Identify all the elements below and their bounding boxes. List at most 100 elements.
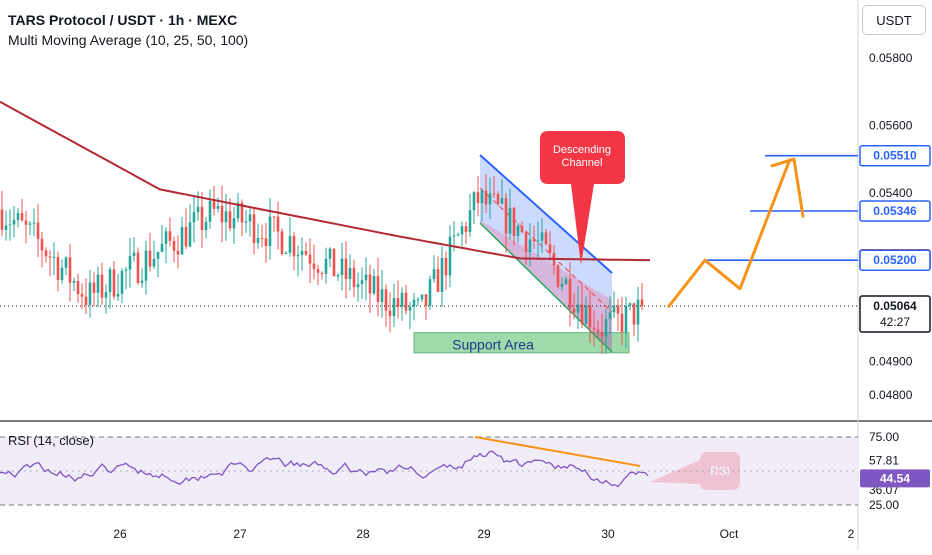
- candle-body: [584, 305, 588, 324]
- candle-body: [56, 256, 60, 280]
- candle-body: [560, 283, 564, 287]
- candle-body: [392, 298, 396, 317]
- candle-body: [588, 305, 592, 328]
- rsi-title: RSI (14, close): [8, 433, 94, 448]
- candle-body: [496, 194, 500, 204]
- candle-body: [624, 305, 628, 333]
- candle-body: [320, 272, 324, 274]
- candle-body: [204, 221, 208, 231]
- candle-body: [100, 274, 104, 298]
- rsi-divergence-line: [474, 436, 641, 467]
- candle-body: [252, 214, 256, 243]
- indicator-title: Multi Moving Average (10, 25, 50, 100): [8, 32, 249, 48]
- rsi-tick-0: 75.00: [869, 430, 899, 444]
- candle-body: [140, 280, 144, 284]
- time-label-2: 28: [356, 527, 370, 541]
- candle-body: [424, 294, 428, 306]
- candle-body: [172, 240, 176, 251]
- callout-line-2: Channel: [562, 157, 603, 169]
- candle-body: [240, 202, 244, 223]
- candle-body: [568, 279, 572, 309]
- candle-body: [120, 270, 124, 294]
- candle-body: [456, 234, 460, 236]
- candle-body: [60, 267, 64, 280]
- candle-body: [376, 276, 380, 302]
- candle-body: [596, 329, 600, 332]
- time-label-1: 27: [233, 527, 247, 541]
- currency-button[interactable]: USDT: [862, 5, 926, 35]
- candle-body: [384, 289, 388, 311]
- descending-channel-callout: [540, 131, 625, 265]
- candle-body: [36, 222, 40, 239]
- candle-body: [536, 240, 540, 242]
- price-tick-0: 0.05800: [869, 51, 913, 65]
- price-badge-1: [859, 200, 931, 222]
- candle-body: [224, 211, 228, 223]
- candle-body: [608, 312, 612, 319]
- candle-body: [312, 263, 316, 270]
- candle-body: [356, 284, 360, 288]
- candle-body: [28, 223, 32, 225]
- candle-body: [236, 202, 240, 219]
- rsi-line: [0, 450, 649, 488]
- candle-body: [628, 303, 632, 306]
- candle-body: [280, 231, 284, 254]
- candle-body: [336, 275, 340, 277]
- candle-body: [300, 250, 304, 255]
- candle-body: [108, 269, 112, 293]
- candle-body: [48, 256, 52, 258]
- candle-body: [44, 250, 48, 257]
- candle-body: [8, 224, 12, 226]
- candle-body: [328, 248, 332, 259]
- candle-body: [492, 193, 496, 195]
- candle-body: [180, 226, 184, 255]
- candle-body: [500, 198, 504, 204]
- candle-body: [220, 205, 224, 223]
- candle-body: [344, 258, 348, 279]
- candle-body: [16, 213, 20, 220]
- time-label-5: Oct: [720, 527, 739, 541]
- candle-body: [196, 206, 200, 213]
- moving-average-line: [0, 100, 651, 262]
- price-tick-2: 0.05400: [869, 186, 913, 200]
- candle-body: [84, 296, 88, 305]
- candle-body: [576, 304, 580, 313]
- candle-body: [184, 226, 188, 247]
- channel-fill: [480, 155, 612, 352]
- candle-body: [540, 232, 544, 241]
- candle-body: [0, 209, 4, 230]
- candle-body: [452, 235, 456, 237]
- candle-body: [404, 292, 408, 311]
- candle-body: [420, 294, 424, 300]
- candle-body: [464, 226, 468, 232]
- candle-body: [64, 257, 68, 268]
- candle-body: [364, 274, 368, 281]
- candle-body: [564, 279, 568, 284]
- candle-body: [480, 190, 484, 203]
- candle-body: [144, 250, 148, 281]
- candle-body: [528, 239, 532, 252]
- candle-body: [400, 292, 404, 307]
- candle-body: [580, 304, 584, 324]
- candle-body: [428, 279, 432, 306]
- candle-body: [604, 318, 608, 337]
- rsi-value-badge-label: 44.54: [880, 471, 910, 485]
- price-badge-3: [859, 249, 931, 271]
- candle-body: [276, 216, 280, 232]
- candle-body: [444, 258, 448, 276]
- candle-body: [636, 299, 640, 325]
- candle-body: [620, 313, 624, 333]
- candle-body: [288, 236, 292, 253]
- candle-body: [80, 294, 84, 297]
- candle-body: [304, 250, 308, 255]
- candle-body: [12, 219, 16, 225]
- candle-body: [260, 238, 264, 240]
- candle-body: [388, 310, 392, 317]
- price-tick-3: 0.04900: [869, 354, 913, 368]
- candle-body: [24, 220, 28, 225]
- candle-body: [448, 236, 452, 276]
- candle-body: [272, 216, 276, 218]
- candle-body: [600, 331, 604, 337]
- candle-body: [228, 211, 232, 229]
